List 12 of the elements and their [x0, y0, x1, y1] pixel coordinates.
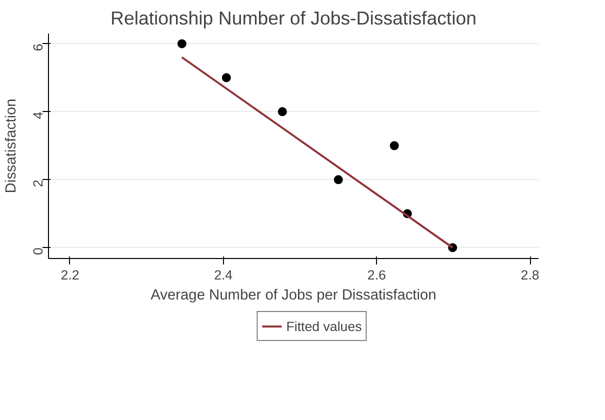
y-axis-title: Dissatisfaction: [4, 98, 20, 194]
x-tick-label: 2.2: [60, 268, 80, 282]
y-tick-label: 2: [30, 180, 46, 188]
x-tick-label: 2.6: [367, 268, 386, 282]
y-tick-label: 4: [30, 111, 46, 120]
x-axis-title: Average Number of Jobs per Dissatisfaction: [150, 288, 436, 304]
x-tick-label: 2.4: [214, 268, 234, 282]
chart-title: Relationship Number of Jobs-Dissatisfaction: [110, 8, 477, 28]
x-tick-label: 2.8: [520, 268, 540, 282]
y-tick-label: 0: [30, 248, 46, 256]
legend-label: Fitted values: [286, 318, 362, 334]
y-tick-label: 6: [30, 44, 46, 52]
